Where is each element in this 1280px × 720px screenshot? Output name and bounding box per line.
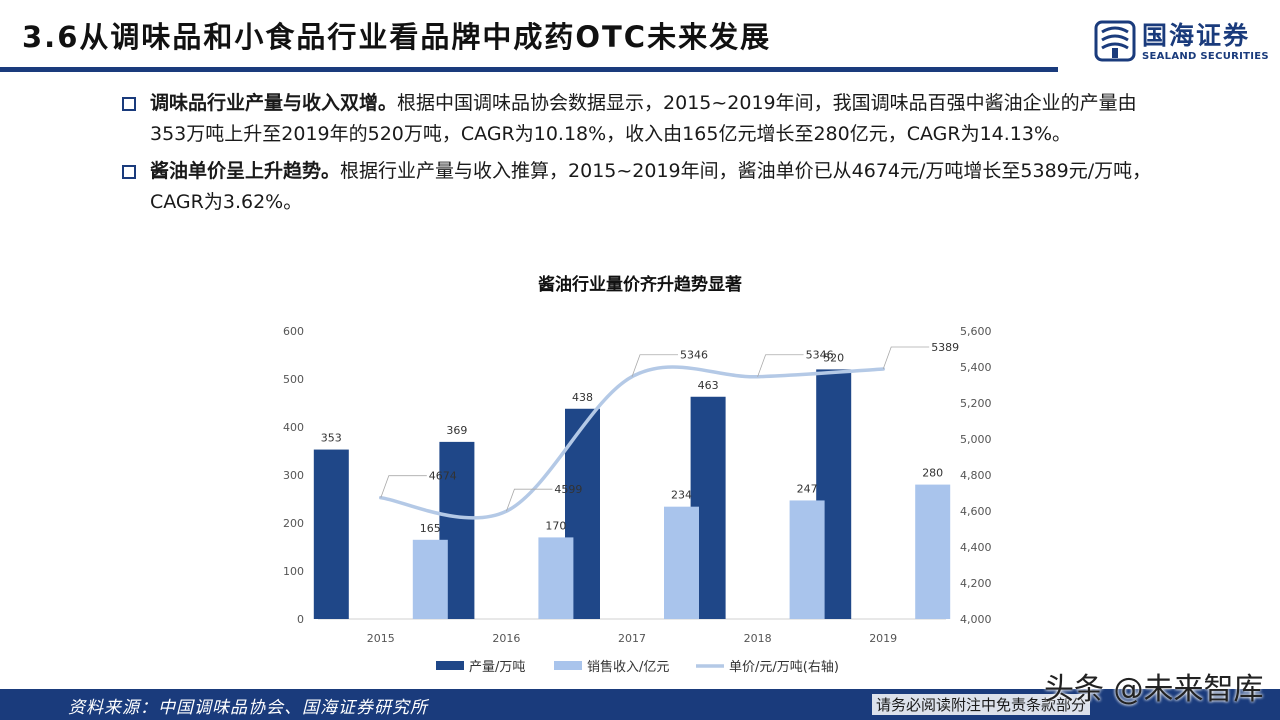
legend-swatch [554,661,582,670]
y-tick-right: 5,600 [960,325,992,338]
legend-label: 单价/元/万吨(右轴) [729,660,839,675]
line-data-label: 4674 [429,470,457,483]
bar [313,449,349,619]
series-line [379,365,885,520]
y-tick-right: 5,400 [960,361,992,374]
bullet-square-icon [122,97,136,111]
x-tick-label: 2017 [618,632,646,645]
data-label: 280 [922,467,943,480]
y-tick-left: 0 [297,613,304,626]
bullet-list: 调味品行业产量与收入双增。根据中国调味品协会数据显示，2015~2019年间，我… [120,88,1170,224]
bar [789,500,825,619]
x-tick-label: 2016 [492,632,520,645]
bullet-square-icon [122,165,136,179]
x-tick-label: 2015 [367,632,395,645]
data-label: 369 [446,424,467,437]
chart-title: 酱油行业量价齐升趋势显著 [538,275,742,295]
y-tick-left: 500 [283,373,304,386]
bullet-lead: 酱油单价呈上升趋势。 [150,160,341,182]
y-tick-right: 4,600 [960,505,992,518]
y-tick-left: 600 [283,325,304,338]
y-tick-right: 4,400 [960,541,992,554]
logo-text-cn: 国海证券 [1142,21,1251,50]
bar [664,506,699,619]
y-tick-left: 200 [283,517,304,530]
bar [538,537,574,619]
leader-line [380,475,427,498]
disclaimer: 请务必阅读附注中免责条款部分 [872,694,1091,715]
bar [915,484,951,619]
logo-text-en: SEALAND SECURITIES [1142,51,1269,62]
data-label: 438 [572,391,593,404]
y-tick-right: 4,200 [960,577,992,590]
legend-label: 产量/万吨 [469,660,525,675]
title-divider [0,67,1058,72]
bullet-text: 根据中国调味品协会数据显示，2015~2019年间，我国调味品百强中酱油企业的产… [150,92,1137,145]
page-title: 3.6从调味品和小食品行业看品牌中成药OTC未来发展 [22,20,772,54]
y-tick-right: 4,000 [960,613,992,626]
y-tick-right: 5,000 [960,433,992,446]
y-tick-right: 4,800 [960,469,992,482]
bullet-lead: 调味品行业产量与收入双增。 [150,92,398,114]
data-label: 247 [797,482,818,495]
line-data-label: 5346 [806,349,834,362]
line-data-label: 4599 [554,483,582,496]
chart: 0 100 200 300 400 500 600 4,000 4,200 4,400 4,600 4… [283,325,992,675]
leader-line [757,354,804,377]
data-label: 353 [321,432,342,445]
x-tick-label: 2019 [869,632,897,645]
data-label: 165 [420,522,441,535]
line-data-label: 5346 [680,349,708,362]
legend-swatch [436,661,464,670]
bar [412,539,448,619]
leader-line [882,346,930,370]
y-tick-left: 300 [283,469,304,482]
y-tick-left: 400 [283,421,304,434]
y-tick-right: 5,200 [960,397,992,410]
sealand-logo-icon [1094,20,1136,62]
x-tick-label: 2018 [744,632,772,645]
bullet-text: 根据行业产量与收入推算，2015~2019年间，酱油单价已从4674元/万吨增长… [150,160,1152,213]
data-label: 520 [823,351,844,364]
line-data-label: 5389 [931,341,959,354]
source-note: 资料来源：中国调味品协会、国海证券研究所 [68,698,428,718]
data-label: 170 [545,519,566,532]
y-tick-left: 100 [283,565,304,578]
legend-label: 销售收入/亿元 [587,659,669,675]
data-label: 463 [698,379,719,392]
leader-line [631,354,678,377]
bullet-item: 酱油单价呈上升趋势。根据行业产量与收入推算，2015~2019年间，酱油单价已从… [120,156,1170,218]
company-logo: 国海证券 SEALAND SECURITIES [1094,16,1274,72]
leader-line [506,488,553,512]
bullet-item: 调味品行业产量与收入双增。根据中国调味品协会数据显示，2015~2019年间，我… [120,88,1170,150]
data-label: 234 [671,489,692,502]
watermark: 头条 @未来智库 [1044,672,1264,707]
